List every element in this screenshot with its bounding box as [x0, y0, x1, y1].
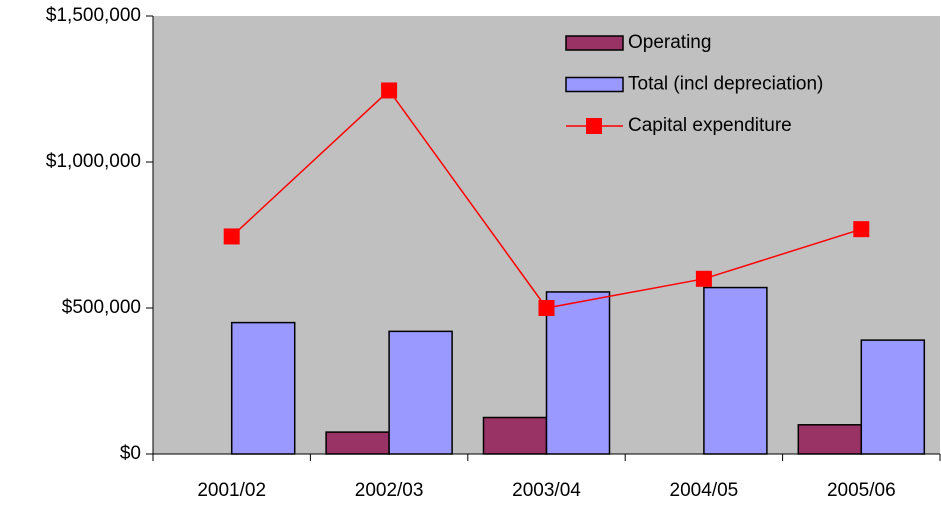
marker	[695, 270, 712, 287]
bar	[482, 416, 548, 455]
y-tick-label: $1,000,000	[46, 151, 141, 172]
marker	[381, 82, 398, 99]
bar	[230, 321, 296, 455]
legend-marker	[586, 118, 602, 134]
y-tick-label: $0	[120, 443, 141, 464]
x-tick-label: 2002/03	[355, 480, 424, 501]
bar	[388, 330, 453, 455]
legend-label: Capital expenditure	[628, 115, 792, 136]
legend-label: Total (incl depreciation)	[628, 74, 823, 95]
bar	[860, 339, 926, 455]
marker	[538, 300, 555, 316]
x-tick-label: 2001/02	[197, 480, 266, 501]
marker	[223, 228, 240, 245]
x-tick-label: 2005/06	[827, 480, 896, 501]
bar	[797, 424, 863, 455]
marker	[853, 221, 870, 238]
bar	[325, 431, 390, 455]
legend-swatch	[565, 76, 624, 93]
legend-label: Operating	[628, 32, 711, 53]
bar	[703, 286, 768, 455]
y-tick-label: $1,500,000	[46, 5, 141, 26]
x-tick-label: 2004/05	[670, 480, 739, 501]
y-tick-label: $500,000	[62, 297, 141, 318]
x-tick-label: 2003/04	[512, 480, 581, 501]
bar	[545, 291, 611, 455]
legend-swatch	[565, 35, 624, 51]
